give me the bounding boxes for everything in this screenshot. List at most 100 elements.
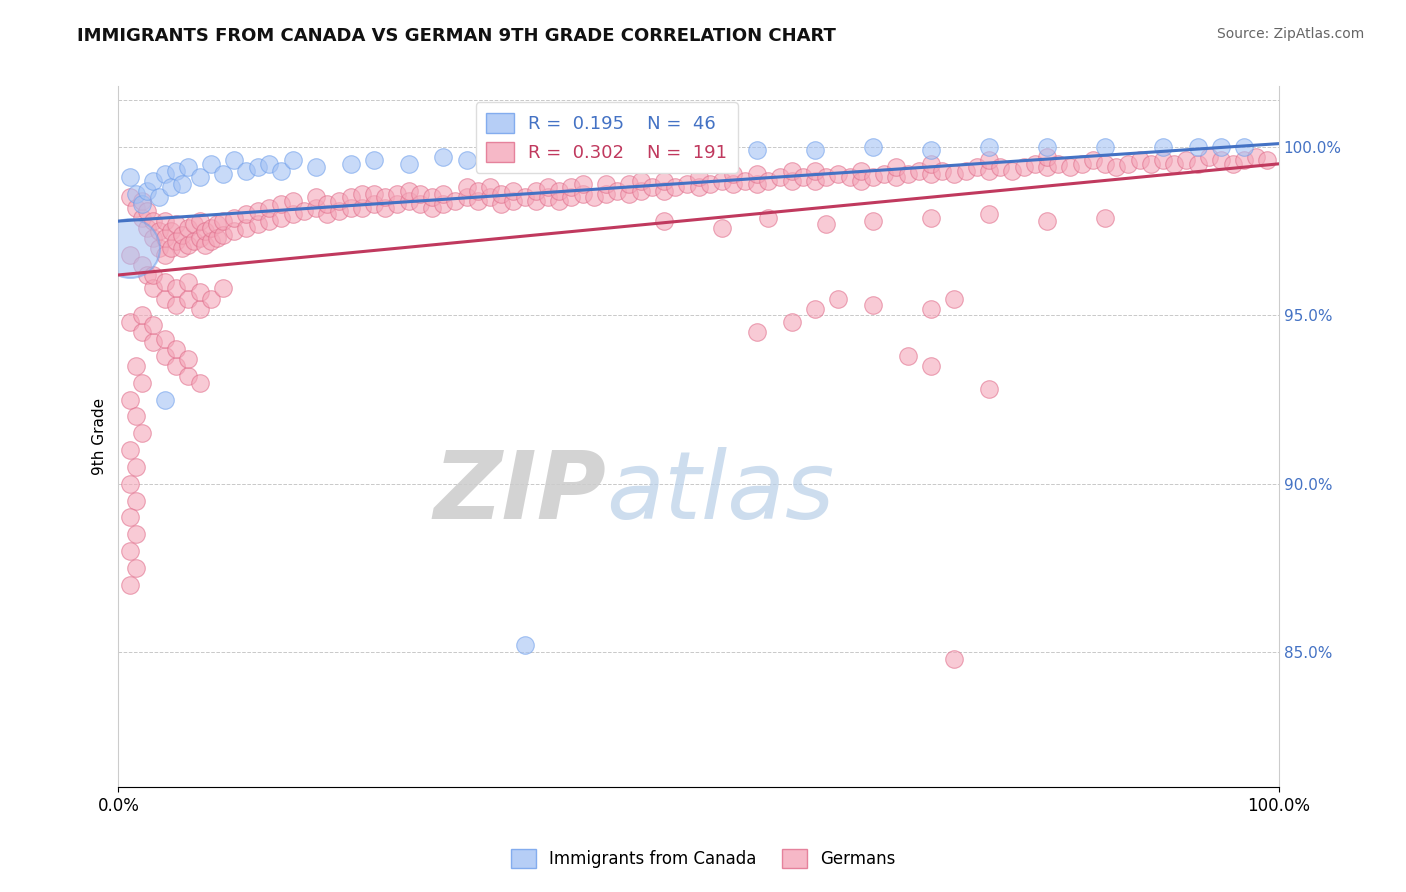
Point	[652, 184, 675, 198]
Point	[456, 153, 478, 168]
Point	[398, 157, 420, 171]
Point	[118, 578, 141, 592]
Point	[1233, 140, 1256, 154]
Point	[1059, 160, 1081, 174]
Point	[118, 241, 141, 255]
Point	[548, 194, 571, 208]
Point	[815, 170, 838, 185]
Point	[148, 241, 170, 255]
Point	[1187, 140, 1209, 154]
Point	[943, 167, 966, 181]
Point	[363, 197, 385, 211]
Point	[246, 204, 269, 219]
Point	[1094, 140, 1116, 154]
Point	[723, 177, 745, 191]
Point	[205, 218, 228, 232]
Point	[177, 220, 200, 235]
Point	[920, 301, 942, 316]
Point	[1233, 153, 1256, 168]
Point	[1222, 157, 1244, 171]
Point	[205, 231, 228, 245]
Point	[884, 160, 907, 174]
Point	[136, 184, 159, 198]
Point	[270, 211, 292, 225]
Point	[827, 292, 849, 306]
Point	[188, 214, 211, 228]
Point	[1140, 157, 1163, 171]
Point	[1209, 140, 1232, 154]
Point	[524, 194, 547, 208]
Point	[769, 170, 792, 185]
Point	[977, 140, 1000, 154]
Point	[398, 184, 420, 198]
Point	[125, 359, 148, 373]
Point	[166, 298, 188, 312]
Point	[352, 201, 374, 215]
Point	[363, 153, 385, 168]
Point	[467, 184, 489, 198]
Point	[136, 268, 159, 282]
Point	[1152, 140, 1174, 154]
Point	[409, 187, 432, 202]
Point	[1116, 157, 1139, 171]
Point	[537, 180, 560, 194]
Point	[1187, 157, 1209, 171]
Point	[188, 376, 211, 390]
Point	[896, 349, 918, 363]
Point	[153, 292, 176, 306]
Point	[560, 190, 582, 204]
Point	[118, 190, 141, 204]
Point	[118, 248, 141, 262]
Point	[153, 167, 176, 181]
Point	[339, 201, 361, 215]
Point	[884, 170, 907, 185]
Point	[432, 187, 454, 202]
Point	[172, 241, 194, 255]
Point	[148, 190, 170, 204]
Point	[292, 204, 315, 219]
Point	[1094, 157, 1116, 171]
Point	[966, 160, 988, 174]
Point	[630, 184, 652, 198]
Point	[259, 214, 281, 228]
Legend: R =  0.195    N =  46, R =  0.302    N =  191: R = 0.195 N = 46, R = 0.302 N = 191	[475, 103, 738, 173]
Point	[153, 248, 176, 262]
Point	[118, 392, 141, 407]
Point	[548, 150, 571, 164]
Point	[172, 177, 194, 191]
Point	[478, 150, 501, 164]
Point	[420, 201, 443, 215]
Point	[125, 459, 148, 474]
Point	[212, 214, 235, 228]
Point	[131, 211, 153, 225]
Point	[943, 292, 966, 306]
Point	[159, 224, 181, 238]
Point	[977, 383, 1000, 397]
Point	[166, 234, 188, 248]
Point	[305, 160, 328, 174]
Point	[756, 174, 779, 188]
Point	[177, 275, 200, 289]
Point	[125, 201, 148, 215]
Point	[118, 315, 141, 329]
Point	[710, 220, 733, 235]
Point	[131, 325, 153, 339]
Point	[281, 194, 304, 208]
Point	[166, 342, 188, 356]
Point	[328, 204, 350, 219]
Point	[595, 177, 617, 191]
Point	[630, 144, 652, 158]
Point	[641, 180, 664, 194]
Point	[1036, 214, 1059, 228]
Point	[931, 163, 953, 178]
Point	[131, 376, 153, 390]
Point	[977, 163, 1000, 178]
Point	[478, 180, 501, 194]
Point	[630, 174, 652, 188]
Point	[1163, 157, 1185, 171]
Point	[172, 227, 194, 242]
Point	[849, 174, 872, 188]
Point	[1244, 150, 1267, 164]
Point	[676, 177, 699, 191]
Point	[862, 140, 884, 154]
